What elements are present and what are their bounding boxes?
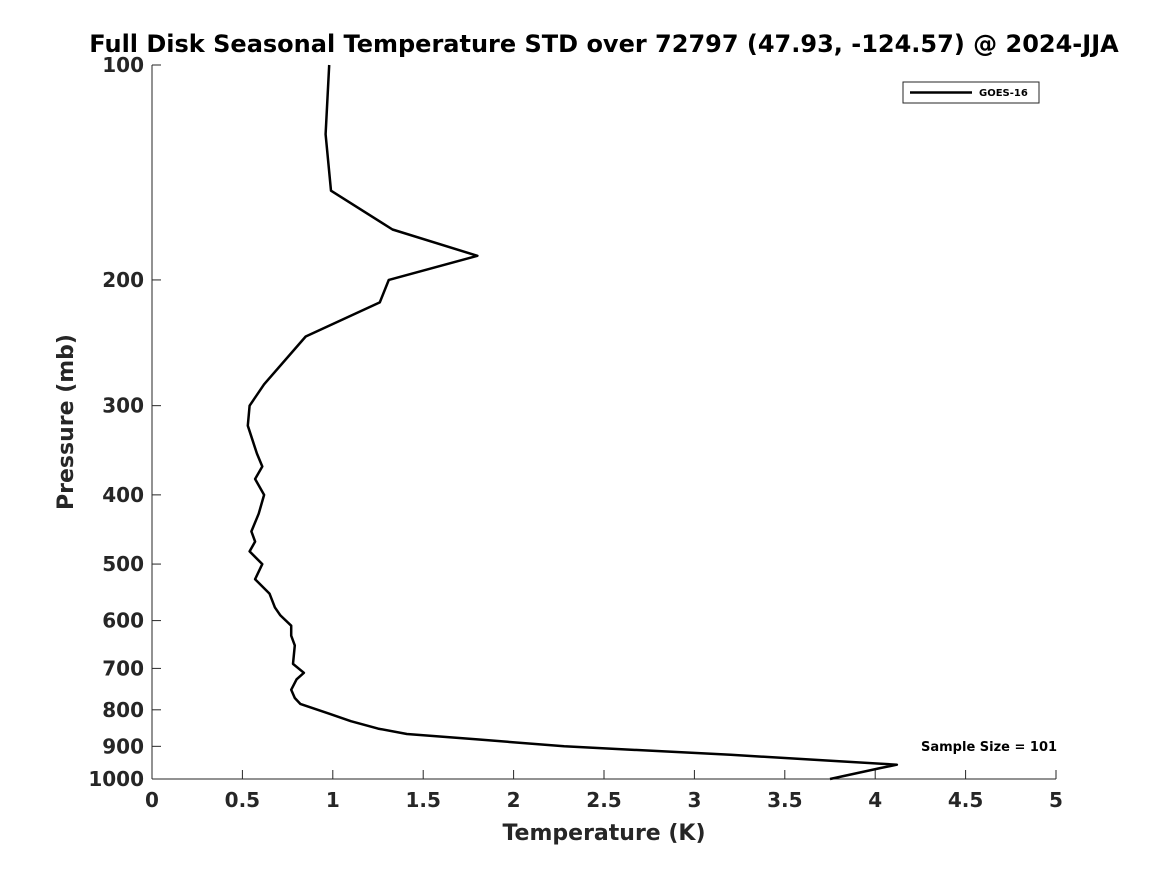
series-layer — [246, 64, 899, 781]
x-tick-label: 0.5 — [225, 788, 260, 812]
x-tick-label: 2.5 — [586, 788, 621, 812]
y-tick-label: 700 — [102, 656, 144, 680]
y-axis-label: Pressure (mb) — [54, 334, 79, 510]
x-tick-label: 5 — [1049, 788, 1063, 812]
legend-label-goes-16: GOES-16 — [979, 88, 1028, 99]
x-tick-label: 1.5 — [405, 788, 440, 812]
x-tick-label: 4 — [868, 788, 882, 812]
x-tick-label: 3 — [687, 788, 701, 812]
y-ticks: 100 200 300 400 500 600 700 800 900 1000 — [88, 53, 161, 791]
chart-title: Full Disk Seasonal Temperature STD over … — [89, 30, 1119, 58]
y-tick-label: 200 — [102, 268, 144, 292]
y-tick-label: 800 — [102, 698, 144, 722]
series-line-goes-16 — [246, 64, 899, 781]
plot-area — [151, 65, 1056, 780]
y-tick-label: 900 — [102, 734, 144, 758]
y-tick-label: 300 — [102, 394, 144, 418]
x-tick-label: 4.5 — [948, 788, 983, 812]
x-ticks: 0 0.5 1 1.5 2 2.5 3 3.5 4 4.5 5 — [145, 770, 1063, 812]
y-tick-label: 400 — [102, 483, 144, 507]
x-axis-label: Temperature (K) — [502, 821, 705, 846]
y-tick-label: 500 — [102, 552, 144, 576]
sample-size-annotation: Sample Size = 101 — [921, 740, 1057, 755]
legend: GOES-16 — [902, 81, 1040, 104]
y-tick-label: 600 — [102, 609, 144, 633]
x-tick-label: 1 — [326, 788, 340, 812]
y-tick-label: 100 — [102, 53, 144, 77]
x-tick-label: 2 — [507, 788, 521, 812]
x-tick-label: 0 — [145, 788, 159, 812]
x-tick-label: 3.5 — [767, 788, 802, 812]
y-tick-label: 1000 — [88, 767, 144, 791]
